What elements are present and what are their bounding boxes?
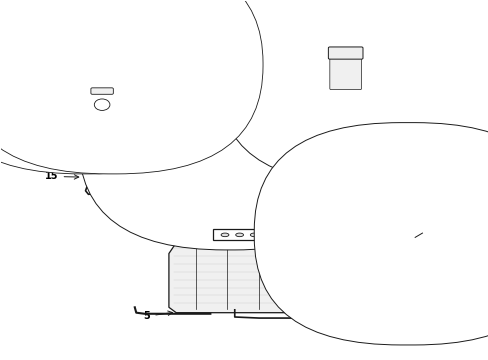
Text: 4: 4 [408,311,452,321]
Circle shape [361,155,390,176]
FancyBboxPatch shape [208,70,224,79]
Text: 3: 3 [421,245,457,255]
Ellipse shape [320,123,363,136]
Text: 14: 14 [30,55,65,65]
Ellipse shape [235,233,243,237]
FancyBboxPatch shape [0,0,236,174]
FancyBboxPatch shape [223,41,237,56]
Text: 2: 2 [428,272,464,282]
Text: 1: 1 [428,155,464,165]
Ellipse shape [294,233,302,237]
Ellipse shape [221,233,228,237]
Polygon shape [168,243,427,313]
Text: 9: 9 [211,28,223,43]
Text: 7: 7 [408,144,442,154]
FancyBboxPatch shape [227,35,245,44]
Ellipse shape [279,233,287,237]
FancyBboxPatch shape [91,88,113,94]
Text: 10: 10 [198,132,222,142]
FancyBboxPatch shape [212,229,422,240]
Ellipse shape [264,233,272,237]
Ellipse shape [250,233,258,237]
FancyBboxPatch shape [323,46,367,127]
FancyBboxPatch shape [263,118,432,231]
FancyBboxPatch shape [192,69,222,94]
FancyBboxPatch shape [79,30,380,250]
Text: 5: 5 [143,311,172,321]
Text: 8: 8 [347,11,354,26]
FancyBboxPatch shape [254,123,488,345]
FancyBboxPatch shape [329,55,361,90]
Text: 13: 13 [47,102,79,112]
Ellipse shape [327,126,356,134]
Text: 15: 15 [45,171,79,181]
FancyBboxPatch shape [90,0,392,158]
Circle shape [94,99,110,111]
Text: 6: 6 [404,102,442,112]
FancyBboxPatch shape [268,123,427,140]
FancyBboxPatch shape [84,80,120,100]
Circle shape [90,59,102,68]
Text: 11: 11 [148,127,168,136]
FancyBboxPatch shape [0,0,263,174]
FancyBboxPatch shape [217,0,488,184]
FancyBboxPatch shape [316,57,374,74]
FancyBboxPatch shape [328,47,362,59]
Text: 12: 12 [162,73,191,83]
Circle shape [285,135,339,175]
Ellipse shape [321,24,365,39]
Circle shape [352,148,399,183]
Circle shape [295,142,329,167]
Ellipse shape [328,27,358,36]
Polygon shape [283,184,412,216]
Ellipse shape [106,117,121,123]
FancyBboxPatch shape [86,59,118,72]
